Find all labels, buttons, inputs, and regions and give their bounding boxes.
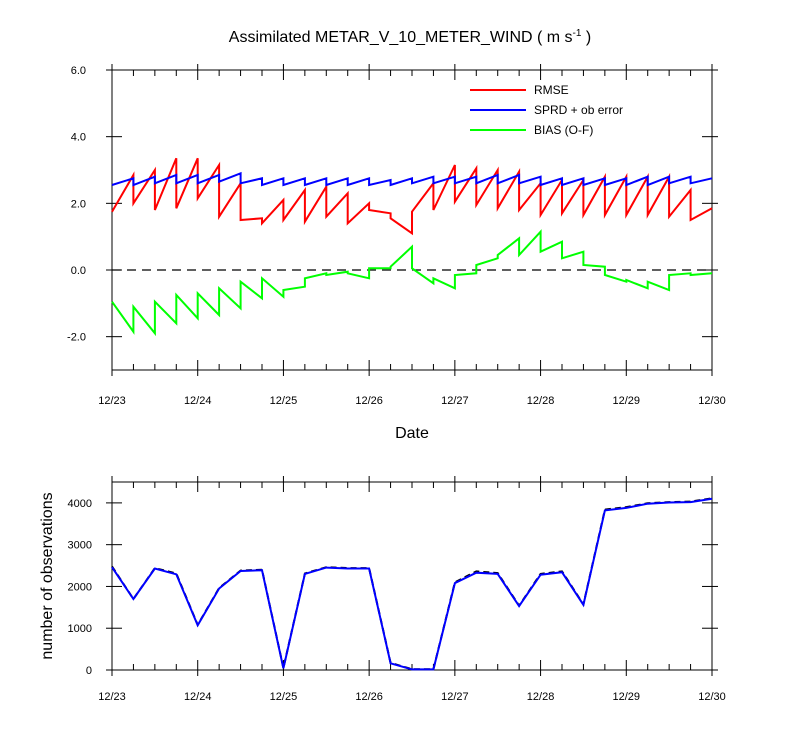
bottom-x-tick-label: 12/28 bbox=[527, 691, 555, 703]
bottom-x-tick-labels: 12/23 12/24 12/25 12/26 12/27 12/28 12/29 12/30 bbox=[98, 691, 726, 703]
bottom-y-tick-label: 0 bbox=[86, 665, 92, 677]
legend: RMSE SPRD + ob error BIAS (O-F) bbox=[470, 83, 623, 137]
legend-label-sprd-ob-error: SPRD + ob error bbox=[534, 103, 623, 117]
x-axis-title: Date bbox=[395, 425, 429, 442]
y-axis-title-observations: number of observations bbox=[39, 492, 56, 659]
top-x-tick-label: 12/26 bbox=[355, 395, 383, 407]
bottom-y-tick-label: 4000 bbox=[68, 498, 92, 510]
top-y-tick-label: -2.0 bbox=[67, 332, 86, 344]
top-x-tick-label: 12/28 bbox=[527, 395, 555, 407]
bottom-x-tick-label: 12/30 bbox=[698, 691, 726, 703]
top-x-tick-label: 12/30 bbox=[698, 395, 726, 407]
bottom-x-tick-label: 12/29 bbox=[613, 691, 641, 703]
bottom-axis-ticks bbox=[106, 476, 718, 676]
top-y-tick-label: 6.0 bbox=[71, 65, 86, 77]
bottom-x-tick-label: 12/25 bbox=[270, 691, 298, 703]
top-y-tick-label: 0.0 bbox=[71, 265, 86, 277]
bottom-series-assimilated bbox=[111, 497, 713, 671]
top-x-tick-label: 12/25 bbox=[270, 395, 298, 407]
top-x-tick-label: 12/23 bbox=[98, 395, 126, 407]
top-y-tick-label: 4.0 bbox=[71, 132, 86, 144]
bottom-chart: 12/23 12/24 12/25 12/26 12/27 12/28 12/29 12/30… bbox=[39, 476, 726, 703]
top-axis-ticks bbox=[106, 64, 718, 376]
top-x-tick-label: 12/24 bbox=[184, 395, 212, 407]
bottom-x-tick-label: 12/26 bbox=[355, 691, 383, 703]
legend-label-rmse: RMSE bbox=[534, 83, 569, 97]
bottom-series-layer bbox=[111, 497, 713, 671]
top-chart: Assimilated METAR_V_10_METER_WIND ( m s-… bbox=[67, 28, 726, 442]
top-y-tick-label: 2.0 bbox=[71, 198, 86, 210]
bottom-x-tick-label: 12/23 bbox=[98, 691, 126, 703]
chart-title: Assimilated METAR_V_10_METER_WIND ( m s-… bbox=[229, 28, 591, 46]
top-series-sprd-ob-error bbox=[111, 171, 713, 187]
top-series-rmse bbox=[111, 157, 713, 236]
legend-label-bias-o-f: BIAS (O-F) bbox=[534, 123, 593, 137]
bottom-y-tick-labels: 4000 3000 2000 1000 0 bbox=[68, 498, 92, 677]
bottom-y-tick-label: 3000 bbox=[68, 540, 92, 552]
bottom-x-tick-label: 12/24 bbox=[184, 691, 212, 703]
top-series-bias-o-f bbox=[111, 229, 713, 337]
top-y-tick-labels: 6.0 4.0 2.0 0.0 -2.0 bbox=[67, 65, 86, 344]
top-x-tick-label: 12/29 bbox=[613, 395, 641, 407]
top-x-tick-labels: 12/23 12/24 12/25 12/26 12/27 12/28 12/29 12/30 bbox=[98, 395, 726, 407]
bottom-series-possible bbox=[111, 497, 713, 671]
top-series-layer bbox=[111, 157, 713, 337]
bottom-plot-frame bbox=[111, 481, 713, 671]
bottom-x-tick-label: 12/27 bbox=[441, 691, 469, 703]
top-x-tick-label: 12/27 bbox=[441, 395, 469, 407]
bottom-y-tick-label: 1000 bbox=[68, 623, 92, 635]
bottom-y-tick-label: 2000 bbox=[68, 581, 92, 593]
